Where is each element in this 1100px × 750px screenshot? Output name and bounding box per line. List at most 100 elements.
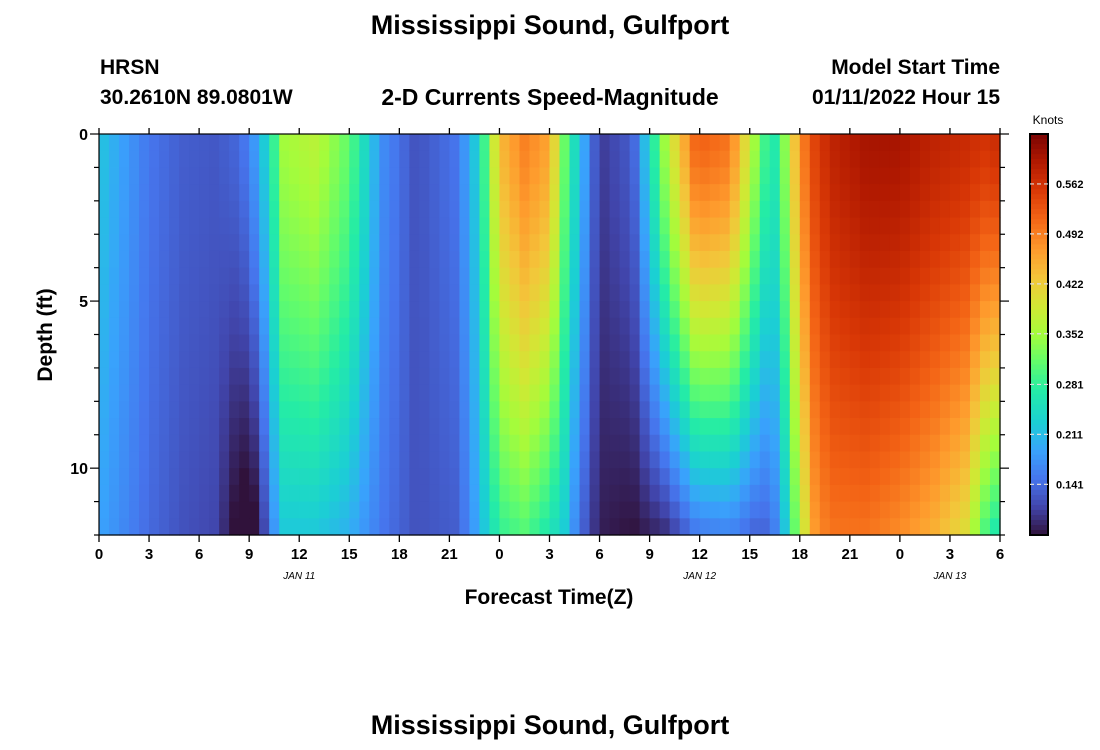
x-tick-label: 6 xyxy=(595,546,603,563)
heatmap-cell xyxy=(419,250,430,269)
heatmap-cell xyxy=(179,234,190,252)
heatmap-cell xyxy=(189,234,200,252)
heatmap-cell xyxy=(889,284,901,302)
heatmap-cell xyxy=(339,317,350,336)
heatmap-cell xyxy=(659,418,671,436)
colorbar-tick-label: 0.492 xyxy=(1056,229,1084,241)
station-coordinates: 30.2610N 89.0801W xyxy=(100,86,293,109)
heatmap-cell xyxy=(569,518,581,536)
heatmap-cell xyxy=(359,501,370,519)
heatmap-cell xyxy=(589,468,601,486)
heatmap-cell xyxy=(859,200,871,219)
heatmap-cell xyxy=(919,267,931,285)
heatmap-cell xyxy=(839,451,851,469)
heatmap-cell xyxy=(959,134,971,152)
heatmap-cell xyxy=(939,200,951,219)
heatmap-cell xyxy=(299,250,310,269)
heatmap-cell xyxy=(529,217,541,235)
colorbar-swatch xyxy=(1030,159,1048,165)
heatmap-cell xyxy=(209,150,220,169)
heatmap-cell xyxy=(109,501,120,519)
heatmap-cell xyxy=(579,134,591,152)
heatmap-cell xyxy=(459,284,471,302)
heatmap-cell xyxy=(569,250,581,269)
heatmap-cell xyxy=(459,234,471,252)
heatmap-cell xyxy=(969,217,981,235)
heatmap-cell xyxy=(869,518,881,536)
heatmap-cell xyxy=(729,384,741,402)
heatmap-cell xyxy=(909,184,921,202)
heatmap-cell xyxy=(289,501,300,519)
heatmap-cell xyxy=(689,484,701,503)
heatmap-cell xyxy=(869,468,881,486)
heatmap-cell xyxy=(909,401,921,419)
heatmap-cell xyxy=(409,284,420,302)
heatmap-cell xyxy=(219,234,230,252)
heatmap-cell xyxy=(279,200,290,219)
heatmap-cell xyxy=(569,451,581,469)
heatmap-cell xyxy=(559,468,571,486)
heatmap-cell xyxy=(369,284,380,302)
heatmap-cell xyxy=(289,334,300,352)
heatmap-cell xyxy=(969,384,981,402)
heatmap-cell xyxy=(499,284,511,302)
heatmap-cell xyxy=(819,501,831,519)
heatmap-cell xyxy=(459,267,471,285)
heatmap-cell xyxy=(749,200,761,219)
heatmap-cell xyxy=(319,317,330,336)
heatmap-cell xyxy=(379,367,390,386)
heatmap-cell xyxy=(869,367,881,386)
heatmap-cell xyxy=(429,434,440,453)
heatmap-cell xyxy=(709,134,721,152)
heatmap-cell xyxy=(389,200,400,219)
heatmap-cell xyxy=(199,401,210,419)
heatmap-cell xyxy=(299,384,310,402)
heatmap-cell xyxy=(919,468,931,486)
heatmap-cell xyxy=(339,250,350,269)
heatmap-cell xyxy=(509,267,521,285)
heatmap-cell xyxy=(959,451,971,469)
heatmap-cell xyxy=(299,351,310,369)
heatmap-cell xyxy=(419,150,430,169)
heatmap-cell xyxy=(719,217,731,235)
heatmap-cell xyxy=(99,518,110,536)
heatmap-cell xyxy=(429,134,440,152)
heatmap-cell xyxy=(949,384,961,402)
heatmap-cell xyxy=(589,317,601,336)
heatmap-cell xyxy=(669,234,681,252)
heatmap-cell xyxy=(239,468,250,486)
heatmap-cell xyxy=(589,267,601,285)
heatmap-cell xyxy=(329,134,340,152)
heatmap-cell xyxy=(619,250,631,269)
heatmap-cell xyxy=(809,150,821,169)
heatmap-cell xyxy=(109,317,120,336)
heatmap-cell xyxy=(909,484,921,503)
heatmap-cell xyxy=(769,518,781,536)
heatmap-cell xyxy=(749,301,761,319)
heatmap-cell xyxy=(819,451,831,469)
heatmap-cell xyxy=(779,484,791,503)
heatmap-cell xyxy=(419,334,430,352)
heatmap-cell xyxy=(549,167,561,185)
heatmap-cell xyxy=(149,317,160,336)
heatmap-cell xyxy=(459,384,471,402)
heatmap-cell xyxy=(369,484,380,503)
heatmap-cell xyxy=(859,267,871,285)
heatmap-cell xyxy=(859,317,871,336)
heatmap-cell xyxy=(869,200,881,219)
heatmap-cell xyxy=(129,134,140,152)
heatmap-cell xyxy=(159,501,170,519)
heatmap-cell xyxy=(189,184,200,202)
heatmap-cell xyxy=(429,317,440,336)
heatmap-cell xyxy=(329,434,340,453)
heatmap-cell xyxy=(239,518,250,536)
heatmap-cell xyxy=(829,184,841,202)
heatmap-cell xyxy=(189,418,200,436)
heatmap-cell xyxy=(709,250,721,269)
heatmap-cell xyxy=(169,184,180,202)
heatmap-cell xyxy=(969,351,981,369)
heatmap-cell xyxy=(409,401,420,419)
heatmap-cell xyxy=(469,184,481,202)
heatmap-cell xyxy=(529,134,541,152)
heatmap-cell xyxy=(339,234,350,252)
